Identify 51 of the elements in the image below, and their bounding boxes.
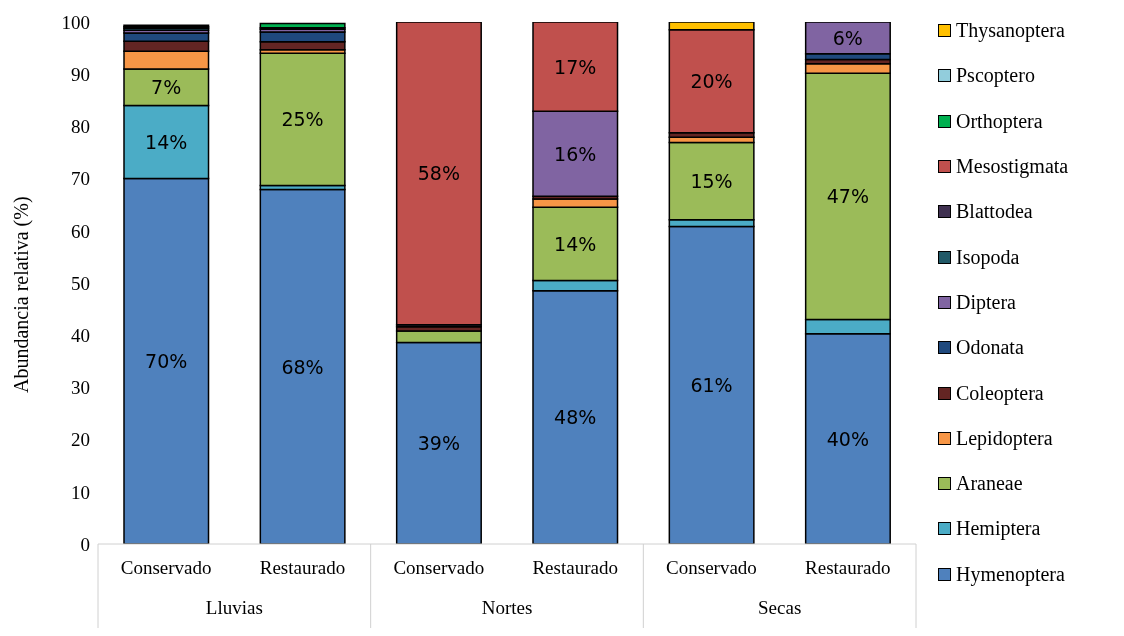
legend-label: Mesostigmata <box>956 155 1069 179</box>
x-tick-label: Conservado <box>393 557 485 578</box>
data-label: 14% <box>554 232 597 255</box>
legend-label: Odonata <box>956 336 1024 360</box>
data-label: 70% <box>145 350 188 373</box>
legend-label: Blattodea <box>956 200 1033 224</box>
x-tick-label: Restaurado <box>532 557 618 578</box>
text: Secas <box>758 597 802 618</box>
legend-label: Diptera <box>956 290 1016 314</box>
legend-label: Hemiptera <box>956 517 1041 541</box>
y-tick-label: 30 <box>71 377 90 399</box>
data-label: 25% <box>281 108 324 131</box>
y-tick-label: 0 <box>80 533 90 555</box>
y-tick-label: 80 <box>71 116 90 138</box>
data-label: 68% <box>281 355 324 378</box>
y-tick-label: 70 <box>71 168 90 190</box>
data-label: 14% <box>145 131 188 154</box>
y-axis-title: Abundancia relativa (%) <box>10 196 34 393</box>
y-tick-label: 100 <box>61 11 90 33</box>
data-label: 40% <box>826 427 869 450</box>
x-tick-label: Restaurado <box>259 557 346 578</box>
data-label: 17% <box>554 55 597 78</box>
legend-label: Araneae <box>956 472 1023 496</box>
x-tick-label: Conservado <box>666 557 757 578</box>
text: Lluvias <box>205 597 263 618</box>
data-label: 16% <box>554 142 597 165</box>
legend-label: Coleoptera <box>956 381 1044 405</box>
legend-label: Thysanoptera <box>956 19 1065 43</box>
legend-label: Lepidoptera <box>956 426 1053 450</box>
data-label: 61% <box>690 374 733 397</box>
data-label: 47% <box>826 185 869 208</box>
x-tick-label: Conservado <box>120 557 212 578</box>
data-label: 7% <box>151 76 182 99</box>
data-label: 6% <box>832 26 863 49</box>
legend-label: Orthoptera <box>956 109 1043 133</box>
y-tick-label: 60 <box>71 220 90 242</box>
y-tick-label: 20 <box>71 429 90 451</box>
data-label: 39% <box>417 432 460 455</box>
data-label: 48% <box>554 406 597 429</box>
legend-label: Pscoptero <box>956 64 1035 88</box>
legend-label: Isopoda <box>956 245 1020 269</box>
y-tick-label: 50 <box>71 272 90 294</box>
legend-label: Hymenoptera <box>956 562 1065 586</box>
y-tick-label: 90 <box>71 63 90 85</box>
y-tick-label: 40 <box>71 324 90 346</box>
data-label: 15% <box>690 170 733 193</box>
text: Nortes <box>481 597 533 618</box>
x-tick-label: Restaurado <box>805 557 891 578</box>
data-label: 20% <box>690 70 733 93</box>
y-tick-label: 10 <box>71 481 90 503</box>
data-label: 58% <box>417 162 460 185</box>
